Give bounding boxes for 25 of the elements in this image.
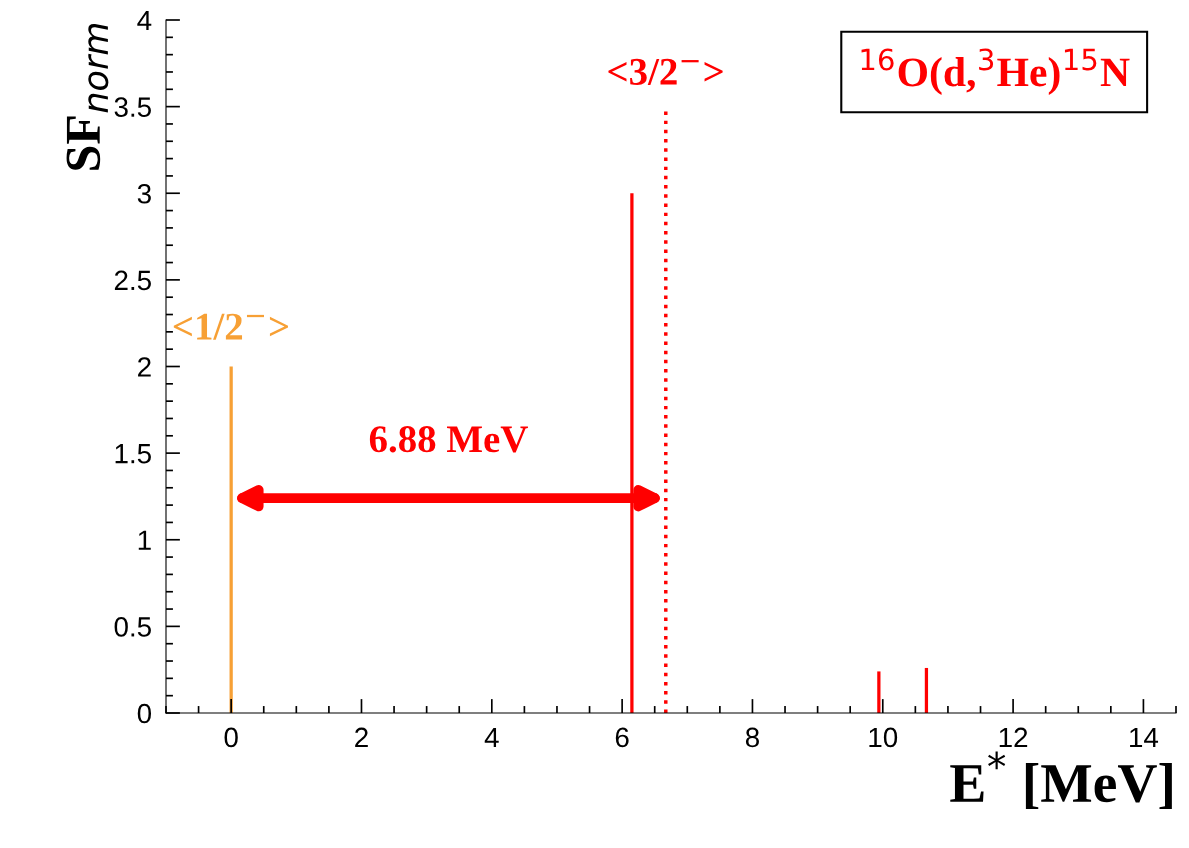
y-axis-title: SF$_{norm}$ <box>66 23 109 170</box>
y-tick-label: 3.5 <box>114 97 151 117</box>
bar <box>924 667 929 713</box>
x-tick-label: 0 <box>224 727 238 748</box>
y-tick-label: 3 <box>137 183 151 204</box>
x-tick-label: 6 <box>615 727 629 748</box>
x-tick-label: 4 <box>484 727 499 748</box>
ref-line-label: <3/2$^{−}$> <box>608 58 723 85</box>
x-tick-label: 14 <box>1130 727 1159 748</box>
y-tick-label: 0 <box>137 703 152 724</box>
y-tick-label: 2 <box>138 357 151 377</box>
x-tick-label: 10 <box>869 727 898 748</box>
text: $^{16}$O(d,$^{3}$He)$^{15}$N <box>861 48 1130 95</box>
y-tick-label: 4 <box>137 10 152 31</box>
bar <box>877 671 881 713</box>
y-tick-label: 1.5 <box>115 444 151 464</box>
annotation: <1/2$^{−}$> <box>173 313 289 340</box>
annotation: 6.88 MeV <box>369 426 528 453</box>
x-axis-title: E$^{*}$ [MeV] <box>950 751 1172 810</box>
x-tick-label: 2 <box>355 727 368 748</box>
y-tick-label: 1 <box>138 530 151 550</box>
y-tick-label: 2.5 <box>114 270 151 291</box>
x-tick-label: 8 <box>745 727 759 748</box>
x-tick-label: 12 <box>999 727 1028 748</box>
y-tick-label: 0.5 <box>114 617 151 637</box>
